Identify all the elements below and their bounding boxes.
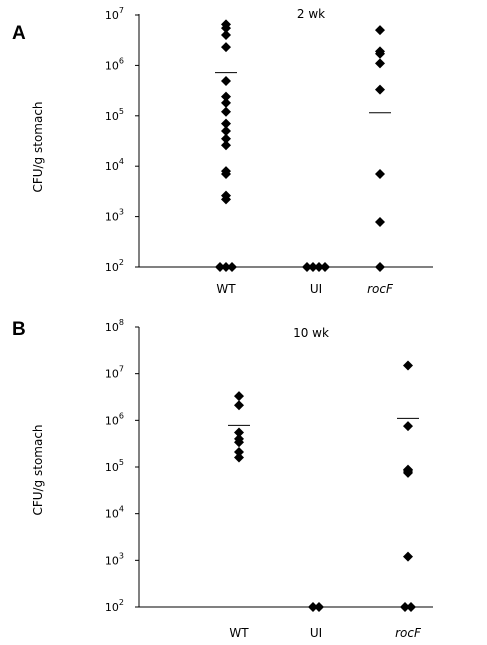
data-point bbox=[221, 194, 231, 205]
data-point bbox=[221, 30, 231, 41]
data-point bbox=[221, 23, 231, 34]
category-label: UI bbox=[310, 626, 322, 640]
y-tick-label: 104 bbox=[105, 157, 124, 173]
panel-b-means bbox=[228, 417, 419, 426]
data-point bbox=[221, 133, 231, 144]
panel-b-ticks: 102 103 104 105 106 107 108 bbox=[105, 318, 139, 614]
category-label: UI bbox=[310, 282, 322, 296]
data-point bbox=[400, 602, 410, 612]
panel-b: B CFU/g stomach 10 wk 102 103 104 105 106 107… bbox=[12, 318, 433, 640]
category-label: WT bbox=[216, 282, 236, 296]
data-point bbox=[221, 140, 231, 151]
y-tick-label: 107 bbox=[105, 365, 124, 381]
data-point bbox=[234, 452, 244, 463]
panel-b-categories: WT UI rocF bbox=[229, 626, 422, 640]
category-label: WT bbox=[229, 626, 249, 640]
data-point bbox=[375, 25, 385, 36]
data-point bbox=[302, 262, 312, 272]
panel-a-title: 2 wk bbox=[297, 7, 325, 21]
data-point bbox=[375, 58, 385, 69]
data-point bbox=[375, 84, 385, 95]
panel-b-ylabel: CFU/g stomach bbox=[31, 424, 45, 515]
data-point bbox=[234, 391, 244, 402]
data-point bbox=[403, 421, 413, 432]
data-point bbox=[375, 262, 385, 272]
y-tick-label: 102 bbox=[105, 258, 124, 274]
panel-letter-a: A bbox=[12, 23, 26, 44]
data-point bbox=[375, 48, 385, 59]
data-point bbox=[403, 360, 413, 371]
data-point bbox=[403, 467, 413, 478]
panel-a: A CFU/g stomach 2 wk 102103104105106107 … bbox=[12, 6, 433, 296]
data-point bbox=[221, 106, 231, 117]
data-point bbox=[221, 97, 231, 108]
y-tick-label: 108 bbox=[105, 318, 124, 334]
data-point bbox=[314, 262, 324, 272]
panel-b-points bbox=[234, 360, 416, 612]
data-point bbox=[375, 169, 385, 180]
data-point bbox=[221, 262, 231, 272]
data-point bbox=[221, 169, 231, 180]
data-point bbox=[227, 262, 237, 272]
data-point bbox=[375, 217, 385, 228]
data-point bbox=[221, 76, 231, 87]
panel-a-points bbox=[215, 19, 385, 272]
data-point bbox=[234, 427, 244, 438]
data-point bbox=[234, 446, 244, 457]
data-point bbox=[221, 125, 231, 136]
data-point bbox=[320, 262, 330, 272]
data-point bbox=[403, 551, 413, 562]
y-tick-label: 107 bbox=[105, 6, 124, 22]
panel-a-means bbox=[215, 72, 391, 114]
panel-a-ylabel: CFU/g stomach bbox=[31, 101, 45, 192]
y-tick-label: 104 bbox=[105, 505, 124, 521]
data-point bbox=[308, 262, 318, 272]
y-tick-label: 106 bbox=[105, 56, 124, 72]
data-point bbox=[308, 602, 318, 612]
y-tick-label: 103 bbox=[105, 551, 124, 567]
panel-letter-b: B bbox=[12, 319, 26, 340]
y-tick-label: 105 bbox=[105, 107, 124, 123]
data-point bbox=[406, 602, 416, 612]
panel-a-categories: WT UI rocF bbox=[216, 282, 394, 296]
panel-a-ticks: 102 103 104 105 106 107 bbox=[105, 6, 139, 274]
data-point bbox=[234, 400, 244, 411]
data-point bbox=[314, 602, 324, 612]
data-point bbox=[221, 91, 231, 102]
y-tick-label: 105 bbox=[105, 458, 124, 474]
data-point bbox=[215, 262, 225, 272]
data-point bbox=[221, 118, 231, 129]
y-tick-label: 103 bbox=[105, 208, 124, 224]
y-tick-label: 102 bbox=[105, 598, 124, 614]
panel-b-title: 10 wk bbox=[293, 326, 329, 340]
category-label: rocF bbox=[367, 282, 394, 296]
y-tick-label: 106 bbox=[105, 411, 124, 427]
data-point bbox=[234, 437, 244, 448]
category-label: rocF bbox=[395, 626, 422, 640]
data-point bbox=[221, 42, 231, 53]
